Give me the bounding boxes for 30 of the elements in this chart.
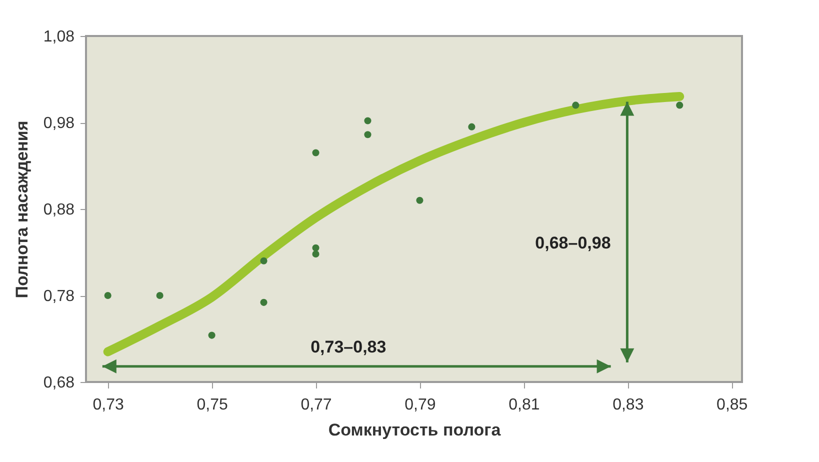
x-tick-label: 0,73 <box>92 396 124 414</box>
point <box>364 131 372 138</box>
y-tick-label: 0,88 <box>43 202 75 218</box>
x-tick-label: 0,77 <box>300 396 332 414</box>
point <box>572 102 580 109</box>
point <box>312 149 320 156</box>
point <box>416 196 424 204</box>
point <box>468 123 476 130</box>
point <box>260 257 268 264</box>
point <box>156 292 164 300</box>
point <box>312 244 320 252</box>
annotation: 0,73–0,83 <box>310 337 386 356</box>
y-tick-label: 0,98 <box>43 115 75 132</box>
point <box>104 292 112 300</box>
x-tick-label: 0,75 <box>196 396 228 414</box>
point <box>676 102 684 109</box>
y-tick-label: 0,78 <box>43 288 75 305</box>
x-tick-label: 0,83 <box>612 396 644 414</box>
point <box>208 332 216 339</box>
point <box>260 298 268 306</box>
x-tick-label: 0,85 <box>716 396 748 414</box>
x-tick-label: 0,81 <box>508 396 540 414</box>
annotation: 0,68–0,98 <box>535 234 611 253</box>
y-tick-label: 0,68 <box>43 374 75 392</box>
point <box>312 250 320 258</box>
x-tick-label: 0,79 <box>404 396 436 414</box>
point <box>364 117 372 124</box>
y-axis-title: Полнота насаждения <box>12 120 32 298</box>
y-tick-label: 1,08 <box>43 28 75 46</box>
x-axis-title: Сомкнутость полога <box>328 420 502 440</box>
